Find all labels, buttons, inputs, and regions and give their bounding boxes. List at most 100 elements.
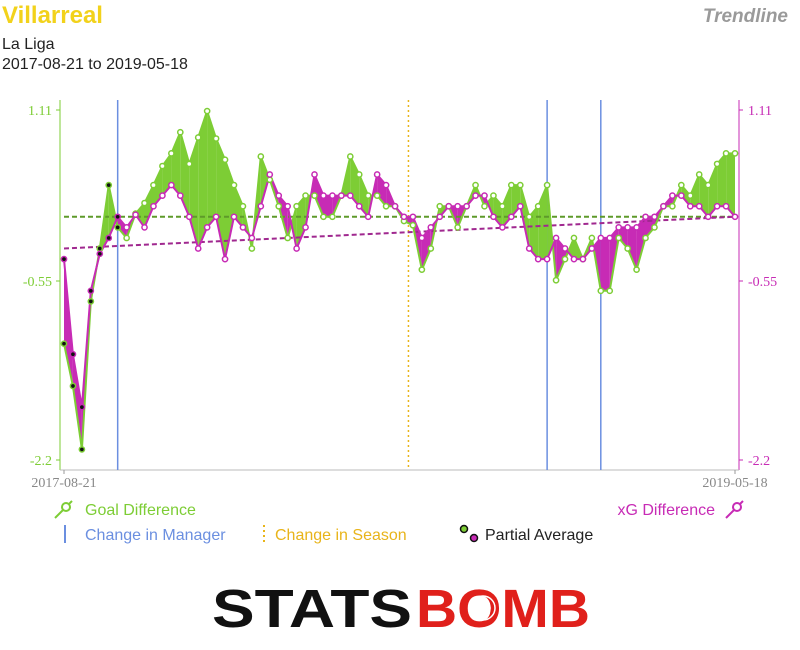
- xg-difference-point-11: [159, 192, 166, 199]
- xg-difference-point-23: [266, 171, 274, 178]
- xg-difference-point-46: [472, 192, 479, 199]
- goal-difference-point-72: [704, 181, 712, 189]
- fill-segment-69-0: [681, 185, 691, 207]
- fill-segment-26-0: [296, 195, 306, 249]
- goal-difference-point-10: [150, 181, 157, 189]
- xg-difference-point-2: [78, 403, 86, 411]
- fill-segment-29-0: [323, 195, 333, 217]
- xg-difference-point-24: [275, 192, 283, 199]
- xg-difference-point-52: [525, 245, 533, 252]
- goal-difference-point-50: [507, 181, 515, 189]
- xg-difference-point-53: [534, 255, 542, 263]
- goal-difference-point-68: [669, 202, 676, 210]
- fill-segment-65-0: [645, 216, 655, 238]
- fill-segment-53-0: [538, 185, 548, 260]
- goal-difference-point-47: [481, 202, 488, 210]
- xg-difference-point-66: [651, 213, 658, 221]
- xg-difference-point-45: [463, 202, 470, 210]
- xg-difference-point-43: [445, 202, 453, 210]
- legend-change-season-label: Change in Season: [275, 527, 407, 544]
- xg-difference-point-1: [69, 350, 77, 358]
- xg-difference-point-65: [642, 213, 649, 221]
- goal-difference-point-3: [87, 298, 95, 305]
- goal-difference-point-26: [293, 202, 300, 210]
- goal-difference-point-34: [364, 192, 372, 199]
- logo-bomb-text: BOMB: [416, 580, 590, 636]
- xg-difference-point-9: [141, 224, 148, 231]
- legend-partial-average-label: Partial Average: [485, 527, 593, 544]
- xg-difference-point-25: [284, 202, 292, 210]
- xg-difference-point-69: [677, 192, 685, 199]
- goal-difference-point-33: [355, 171, 363, 178]
- right-tick-label-mid: -0.55: [748, 275, 777, 290]
- goal-difference-point-73: [713, 160, 721, 168]
- xg-difference-point-31: [337, 192, 345, 199]
- fill-segment-62-0: [618, 227, 628, 249]
- xg-difference-point-38: [400, 213, 408, 221]
- goal-difference-point-4: [96, 245, 104, 252]
- xg-difference-point-21: [248, 234, 256, 242]
- trend-chart: 1.11 -0.55 -2.2 1.11 -0.55 -2.2 2017-08-…: [23, 100, 777, 544]
- fill-segment-1-0: [72, 354, 82, 450]
- xg-difference-point-67: [660, 202, 667, 210]
- goal-difference-point-36: [382, 202, 390, 210]
- xg-difference-point-44: [454, 202, 462, 210]
- goal-difference-point-39: [409, 221, 417, 229]
- goal-difference-point-35: [373, 192, 381, 199]
- xg-difference-point-54: [543, 255, 551, 263]
- fill-segment-64-0: [636, 216, 646, 270]
- xg-difference-point-75: [731, 213, 739, 221]
- goal-difference-point-17: [212, 135, 220, 142]
- fill-segment-74-0: [726, 153, 735, 217]
- xg-difference-point-49: [499, 224, 506, 231]
- fill-segment-35-0: [377, 174, 387, 207]
- xg-difference-point-71: [695, 202, 703, 210]
- goal-difference-point-74: [722, 150, 730, 157]
- right-tick-label-bottom: -2.2: [748, 454, 770, 469]
- fill-segment-8-0: [135, 203, 145, 228]
- goal-difference-point-41: [427, 245, 435, 252]
- xg-difference-point-27: [302, 224, 309, 231]
- goal-difference-point-64: [633, 266, 640, 274]
- xg-difference-point-18: [221, 255, 229, 263]
- fill-segment-6-0: [117, 216, 127, 238]
- xg-difference-point-60: [597, 234, 605, 242]
- goal-difference-point-20: [239, 202, 247, 210]
- xg-difference-point-3: [87, 287, 95, 295]
- goal-difference-point-24: [275, 202, 283, 210]
- xg-difference-point-55: [552, 234, 560, 242]
- fill-segment-28-0: [314, 174, 324, 217]
- logo-stats-text: STATS: [212, 580, 412, 636]
- xg-difference-point-51: [516, 202, 524, 210]
- fill-segment-52-0: [529, 206, 539, 260]
- goal-difference-point-54: [543, 181, 551, 189]
- legend-change-manager: Change in Manager: [64, 525, 226, 544]
- competition-label: La Liga: [2, 36, 55, 53]
- xg-difference-point-74: [722, 202, 730, 210]
- xg-difference-point-40: [418, 234, 426, 242]
- goal-difference-point-49: [499, 202, 506, 210]
- goal-difference-point-52: [525, 213, 533, 221]
- plot-layer: [60, 100, 739, 470]
- xg-difference-point-47: [481, 192, 488, 199]
- goal-difference-point-30: [329, 213, 336, 221]
- goal-difference-point-22: [257, 153, 265, 160]
- legend-goal-difference: Goal Difference: [54, 500, 196, 519]
- fill-segment-12-0: [171, 132, 181, 196]
- legend-change-manager-label: Change in Manager: [85, 527, 226, 544]
- goal-difference-line: [63, 107, 735, 450]
- goal-difference-point-6: [114, 224, 122, 231]
- xg-difference-point-5: [105, 234, 113, 242]
- left-tick-label-top: 1.11: [28, 104, 52, 119]
- left-tick-label-mid: -0.55: [23, 275, 52, 290]
- goal-difference-point-63: [624, 245, 631, 252]
- goal-difference-point-29: [320, 213, 327, 221]
- goal-difference-point-27: [302, 192, 309, 199]
- xg-difference-point-50: [507, 213, 515, 221]
- x-label-start: 2017-08-21: [31, 476, 96, 491]
- goal-difference-point-32: [346, 153, 354, 160]
- goal-difference-point-14: [185, 160, 193, 168]
- legend-xg-difference: xG Difference: [617, 500, 744, 519]
- goal-difference-point-1: [69, 382, 77, 390]
- goal-difference-point-12: [168, 150, 175, 157]
